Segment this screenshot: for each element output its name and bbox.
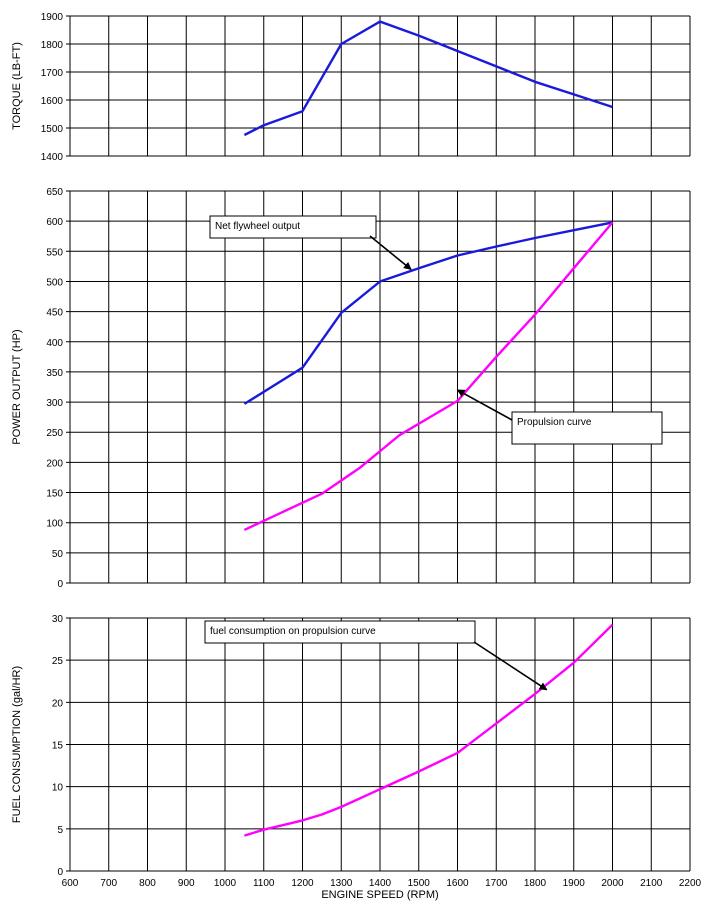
y-tick-label: 1400 [41, 152, 64, 163]
y-tick-label: 550 [46, 247, 63, 258]
y-tick-label: 350 [46, 368, 63, 379]
chart-panel-2: 0 50 100 150 200 250 300 350 400 450 500 550 600 650 P… [11, 187, 691, 590]
y-tick-label: 300 [46, 398, 63, 409]
series-line-1 [243, 20, 613, 137]
y-tick-label: 20 [52, 698, 64, 709]
x-tick-label: 1500 [408, 878, 431, 889]
callout-label: fuel consumption on propulsion curve [210, 626, 376, 637]
x-tick-label: 900 [178, 878, 195, 889]
callout-box [204, 620, 476, 644]
chart-panel-1: 1400 1500 1600 1700 1800 1900 TORQUE (LB-FT) [11, 12, 691, 163]
chart-panel-3: 0 5 10 15 20 25 30 FUEL CONSUMPTION (gal/HR) 600… [11, 614, 702, 901]
callout-box [209, 215, 377, 239]
y-tick-label: 1700 [41, 68, 64, 79]
x-tick-label: 1400 [369, 878, 392, 889]
x-tick-label: 600 [62, 878, 79, 889]
y-tick-label: 0 [57, 867, 63, 878]
y-tick-label: 15 [52, 741, 64, 752]
y-tick-label: 450 [46, 308, 63, 319]
y-tick-label: 200 [46, 458, 63, 469]
callout-arrow [369, 235, 412, 271]
series-line-1 [243, 221, 613, 405]
x-tick-label: 800 [139, 878, 156, 889]
x-tick-label: 1100 [253, 878, 275, 889]
x-tick-label: 2200 [679, 878, 702, 889]
x-tick-label: 2100 [640, 878, 663, 889]
callout-arrow [456, 389, 513, 421]
y-axis-title: FUEL CONSUMPTION (gal/HR) [11, 666, 23, 823]
y-tick-label: 10 [52, 783, 64, 794]
callout-box [511, 411, 663, 445]
callout-label: Net flywheel output [215, 221, 300, 232]
x-tick-label: 1700 [485, 878, 508, 889]
y-tick-label: 5 [57, 825, 63, 836]
callout-arrow [473, 641, 548, 691]
y-tick-label: 1800 [41, 40, 64, 51]
y-tick-label: 400 [46, 338, 63, 349]
x-tick-label: 1000 [214, 878, 237, 889]
y-axis-title: POWER OUTPUT (HP) [11, 329, 23, 444]
y-tick-label: 100 [46, 519, 63, 530]
x-tick-label: 1300 [330, 878, 353, 889]
y-axis-title: TORQUE (LB-FT) [11, 42, 23, 130]
y-tick-label: 1900 [41, 12, 64, 23]
y-tick-label: 250 [46, 428, 63, 439]
y-tick-label: 30 [52, 614, 64, 625]
y-tick-label: 0 [57, 579, 63, 590]
y-tick-label: 600 [46, 217, 63, 228]
x-tick-label: 1800 [524, 878, 547, 889]
x-axis-title: ENGINE SPEED (RPM) [321, 889, 438, 901]
x-tick-label: 1200 [291, 878, 314, 889]
y-tick-label: 50 [52, 549, 64, 560]
y-tick-label: 1600 [41, 96, 64, 107]
callout-label: Propulsion curve [517, 417, 592, 428]
x-tick-label: 1600 [446, 878, 469, 889]
y-tick-label: 500 [46, 277, 63, 288]
x-tick-label: 2000 [601, 878, 624, 889]
series-line-2 [243, 221, 614, 531]
x-tick-label: 1900 [563, 878, 586, 889]
y-tick-label: 650 [46, 187, 63, 198]
y-tick-label: 25 [52, 656, 64, 667]
y-tick-label: 1500 [41, 124, 64, 135]
y-tick-label: 150 [46, 489, 63, 500]
x-tick-label: 700 [100, 878, 117, 889]
